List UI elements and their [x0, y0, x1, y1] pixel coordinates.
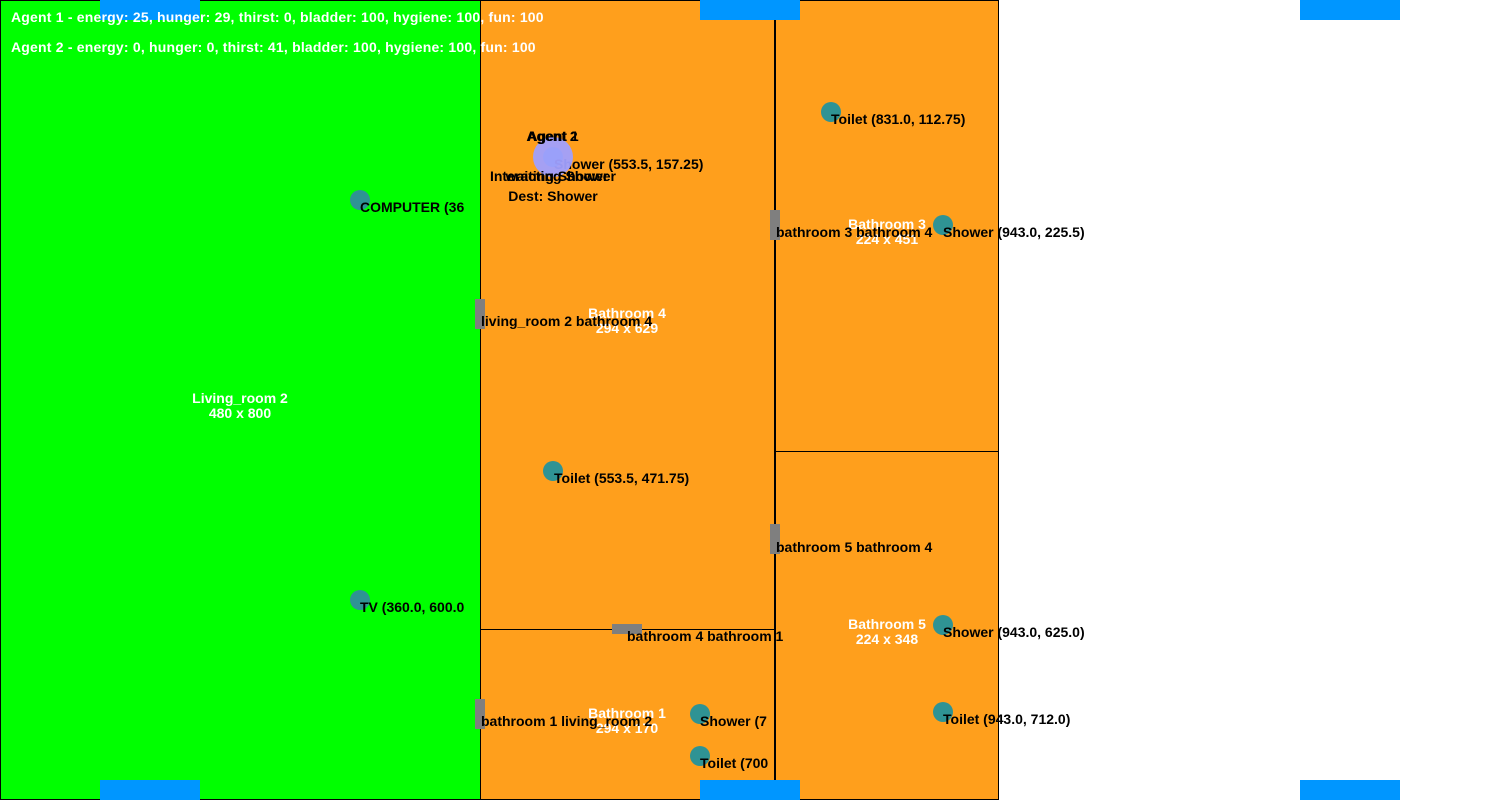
toilet-label-bathroom-1: Toilet (700	[700, 755, 769, 771]
shower-label-bathroom-1: Shower (7	[700, 713, 767, 729]
room-size: 294 x 170	[595, 720, 659, 736]
window-top-1	[100, 0, 200, 20]
door-label-bathroom-4-bathroom-1: bathroom 4 bathroom 1	[627, 628, 784, 644]
room-label-bathroom-4: Bathroom 4 294 x 629	[588, 306, 666, 336]
window-top-2	[700, 0, 800, 20]
door-label-living-room-2-bathroom-4: living_room 2 bathroom 4	[481, 313, 653, 329]
shower-label-bathroom-3: Shower (943.0, 225.5)	[943, 224, 1085, 240]
agent-2-name: Agent 2	[526, 128, 578, 144]
tv-label: TV (360.0, 600.0	[360, 599, 465, 615]
room-name: Bathroom 5	[848, 616, 926, 632]
room-name: Bathroom 3	[848, 216, 926, 232]
door-label-bathroom-3-bathroom-4: bathroom 3 bathroom 4	[776, 224, 933, 240]
agent-1-stats: Agent 1 - energy: 25, hunger: 29, thirst…	[11, 9, 544, 25]
shower-marker-bathroom-3[interactable]	[933, 215, 953, 235]
door-bathroom-3-bathroom-4[interactable]	[770, 210, 780, 240]
door-living-room-2-bathroom-4[interactable]	[475, 299, 485, 329]
room-name: Bathroom 1	[588, 705, 666, 721]
agent-1-name: Agent 1	[527, 128, 579, 144]
door-bathroom-4-bathroom-1[interactable]	[612, 624, 642, 634]
room-size: 294 x 629	[595, 320, 659, 336]
door-bathroom-5-bathroom-4[interactable]	[770, 524, 780, 554]
room-name: Living_room 2	[192, 390, 288, 406]
toilet-label-bathroom-4: Toilet (553.5, 471.75)	[554, 470, 690, 486]
toilet-label-bathroom-5: Toilet (943.0, 712.0)	[943, 711, 1071, 727]
room-size: 480 x 800	[208, 405, 272, 421]
toilet-marker-bathroom-1[interactable]	[690, 746, 710, 766]
shower-marker-bathroom-5[interactable]	[933, 615, 953, 635]
window-top-3	[1300, 0, 1400, 20]
room-size: 224 x 348	[855, 631, 919, 647]
room-bathroom-3	[775, 0, 999, 452]
room-name: Bathroom 4	[588, 305, 666, 321]
agent-1-destination: Dest: Shower	[508, 188, 598, 204]
shower-label-bathroom-5: Shower (943.0, 625.0)	[943, 624, 1085, 640]
toilet-label-bathroom-3: Toilet (831.0, 112.75)	[831, 111, 966, 127]
window-bottom-3	[1300, 780, 1400, 800]
toilet-marker-bathroom-4[interactable]	[543, 461, 563, 481]
room-bathroom-5	[775, 451, 999, 800]
shower-label-bathroom-4: Shower (553.5, 157.25)	[554, 156, 704, 172]
computer-marker[interactable]	[350, 190, 370, 210]
room-label-bathroom-3: Bathroom 3 224 x 451	[848, 217, 926, 247]
room-size: 224 x 451	[855, 231, 919, 247]
door-label-bathroom-1-living-room-2: bathroom 1 living_room 2	[481, 713, 653, 729]
room-label-bathroom-1: Bathroom 1 294 x 170	[588, 706, 666, 736]
window-bottom-2	[700, 780, 800, 800]
agent-1-status: waiting Shower	[505, 168, 609, 184]
room-label-living-room-2: Living_room 2 480 x 800	[192, 391, 288, 421]
room-bathroom-4	[480, 0, 775, 630]
room-living-room-2	[0, 0, 481, 800]
window-bottom-1	[100, 780, 200, 800]
toilet-marker-bathroom-3[interactable]	[821, 102, 841, 122]
room-label-bathroom-5: Bathroom 5 224 x 348	[848, 617, 926, 647]
door-label-bathroom-5-bathroom-4: bathroom 5 bathroom 4	[776, 539, 933, 555]
agent-2-stats: Agent 2 - energy: 0, hunger: 0, thirst: …	[11, 39, 536, 55]
agent-2-status: Interacting Shower	[489, 168, 617, 184]
door-bathroom-1-living-room-2[interactable]	[475, 699, 485, 729]
toilet-marker-bathroom-5[interactable]	[933, 702, 953, 722]
agent-avatar[interactable]	[533, 137, 573, 177]
computer-label: COMPUTER (36	[360, 199, 465, 215]
tv-marker[interactable]	[350, 590, 370, 610]
shower-marker-bathroom-1[interactable]	[690, 704, 710, 724]
